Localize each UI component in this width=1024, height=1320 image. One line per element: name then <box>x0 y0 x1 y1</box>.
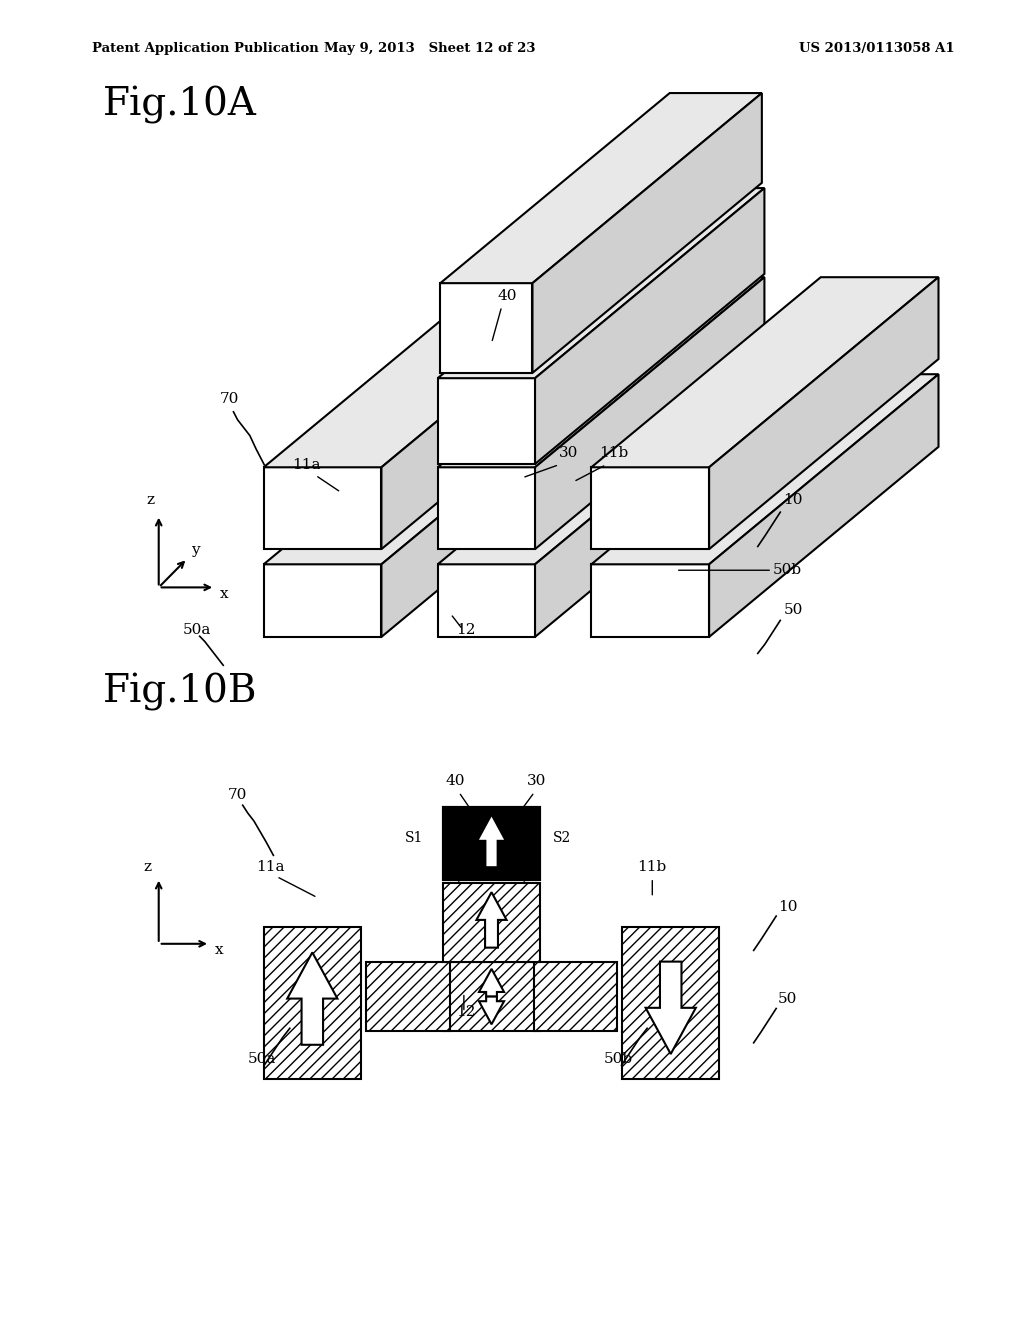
Bar <box>623 927 719 1080</box>
Text: 40: 40 <box>445 775 465 788</box>
Polygon shape <box>263 375 610 565</box>
Text: 50b: 50b <box>604 1052 633 1065</box>
Text: US 2013/0113058 A1: US 2013/0113058 A1 <box>799 42 954 55</box>
Polygon shape <box>438 375 764 565</box>
Text: Fig.10B: Fig.10B <box>102 673 257 711</box>
Polygon shape <box>479 997 504 1024</box>
Polygon shape <box>440 92 762 282</box>
Polygon shape <box>646 961 696 1053</box>
Text: z: z <box>146 494 155 507</box>
Polygon shape <box>263 467 381 549</box>
Polygon shape <box>438 277 764 467</box>
Text: 30: 30 <box>559 446 579 459</box>
Text: May 9, 2013   Sheet 12 of 23: May 9, 2013 Sheet 12 of 23 <box>325 42 536 55</box>
Polygon shape <box>477 814 506 867</box>
Polygon shape <box>479 969 504 997</box>
Polygon shape <box>592 277 938 467</box>
Text: z: z <box>143 861 152 874</box>
Text: 12: 12 <box>456 623 475 636</box>
Text: 11b: 11b <box>637 861 667 874</box>
Text: 11b: 11b <box>599 446 629 459</box>
Text: 10: 10 <box>778 900 798 913</box>
Polygon shape <box>438 378 535 463</box>
Polygon shape <box>263 565 381 638</box>
Text: 70: 70 <box>220 392 240 405</box>
Text: x: x <box>215 944 223 957</box>
Polygon shape <box>592 565 709 638</box>
Bar <box>442 883 541 962</box>
Polygon shape <box>438 467 535 549</box>
Polygon shape <box>438 565 535 638</box>
Polygon shape <box>381 277 610 549</box>
Polygon shape <box>381 375 610 638</box>
Text: S1: S1 <box>404 832 423 845</box>
Polygon shape <box>592 467 709 549</box>
Polygon shape <box>287 953 338 1045</box>
Polygon shape <box>532 92 762 372</box>
Text: 40: 40 <box>497 289 517 302</box>
Text: 10: 10 <box>783 494 803 507</box>
Bar <box>534 962 617 1031</box>
Text: 50b: 50b <box>773 564 802 577</box>
Polygon shape <box>709 277 938 549</box>
Polygon shape <box>535 277 764 549</box>
Polygon shape <box>709 375 938 638</box>
Bar <box>442 807 541 879</box>
Bar <box>442 962 541 1031</box>
Text: 11a: 11a <box>292 458 321 471</box>
Text: Fig.10A: Fig.10A <box>102 86 256 124</box>
Text: 11a: 11a <box>256 861 285 874</box>
Text: 50: 50 <box>783 603 803 616</box>
Text: 70: 70 <box>227 788 247 801</box>
Bar <box>366 962 450 1031</box>
Text: 50a: 50a <box>182 623 211 636</box>
Text: x: x <box>220 587 228 601</box>
Polygon shape <box>535 375 764 638</box>
Polygon shape <box>263 277 610 467</box>
Text: 50: 50 <box>778 993 798 1006</box>
Polygon shape <box>440 282 532 372</box>
Bar <box>442 807 541 879</box>
Text: 12: 12 <box>456 1006 475 1019</box>
Text: y: y <box>191 544 200 557</box>
Text: 50a: 50a <box>248 1052 276 1065</box>
Text: S2: S2 <box>553 832 571 845</box>
Text: Patent Application Publication: Patent Application Publication <box>92 42 318 55</box>
Polygon shape <box>476 892 507 948</box>
Polygon shape <box>592 375 938 565</box>
Polygon shape <box>535 187 764 463</box>
Polygon shape <box>438 187 764 378</box>
Text: 30: 30 <box>527 775 547 788</box>
Bar <box>264 927 361 1080</box>
